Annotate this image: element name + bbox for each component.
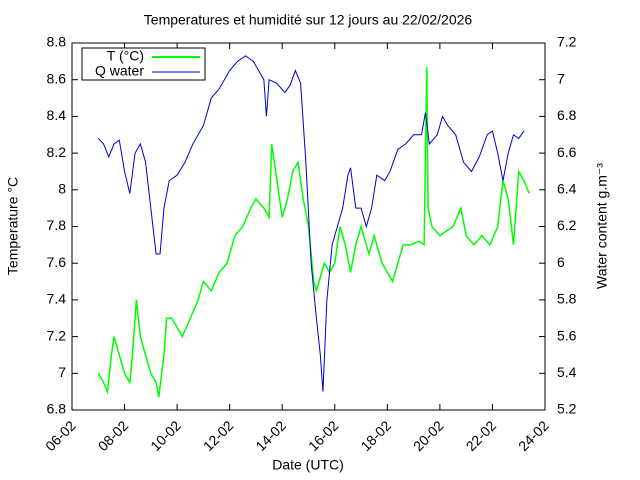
x-tick-label: 18-02 bbox=[357, 417, 394, 454]
y-tick-label: 8 bbox=[58, 181, 66, 197]
x-tick-label: 08-02 bbox=[95, 417, 132, 454]
y-tick-label: 8.6 bbox=[47, 70, 67, 86]
x-tick-label: 14-02 bbox=[252, 417, 289, 454]
y-tick-label: 7.6 bbox=[47, 254, 67, 270]
x-tick-label: 10-02 bbox=[147, 417, 184, 454]
y-tick-label: 7.4 bbox=[47, 291, 67, 307]
y-tick-label: 7 bbox=[58, 364, 66, 380]
y-axis-label: Temperature °C bbox=[5, 177, 21, 275]
legend-label: T (°C) bbox=[107, 48, 144, 64]
x-tick-label: 16-02 bbox=[305, 417, 342, 454]
x-tick-label: 12-02 bbox=[200, 417, 237, 454]
y-tick-label: 8.4 bbox=[47, 107, 67, 123]
y2-tick-label: 5.8 bbox=[557, 291, 577, 307]
legend-box bbox=[81, 47, 206, 81]
y2-tick-label: 5.6 bbox=[557, 327, 577, 343]
y2-tick-label: 6.2 bbox=[557, 217, 577, 233]
y2-tick-label: 5.2 bbox=[557, 401, 577, 417]
y2-axis-label: Water content g.m⁻³ bbox=[594, 163, 610, 289]
data-line bbox=[97, 55, 525, 392]
x-tick-label: 22-02 bbox=[463, 417, 500, 454]
y2-tick-label: 5.4 bbox=[557, 364, 577, 380]
y-tick-label: 6.8 bbox=[47, 401, 67, 417]
x-tick-label: 06-02 bbox=[42, 417, 79, 454]
x-tick-label: 20-02 bbox=[410, 417, 447, 454]
y2-tick-label: 6.6 bbox=[557, 144, 577, 160]
chart-title: Temperatures et humidité sur 12 jours au… bbox=[144, 12, 473, 28]
legend-label: Q water bbox=[95, 63, 144, 79]
y-tick-label: 8.8 bbox=[47, 34, 67, 50]
y2-tick-label: 6.8 bbox=[557, 107, 577, 123]
y2-tick-label: 6 bbox=[557, 254, 565, 270]
y-tick-label: 7.8 bbox=[47, 217, 67, 233]
y2-tick-label: 7 bbox=[557, 70, 565, 86]
data-line bbox=[97, 66, 530, 398]
y-tick-label: 7.2 bbox=[47, 327, 67, 343]
x-tick-label: 24-02 bbox=[515, 417, 552, 454]
y2-tick-label: 6.4 bbox=[557, 181, 577, 197]
y-tick-label: 8.2 bbox=[47, 144, 67, 160]
y2-tick-label: 7.2 bbox=[557, 34, 577, 50]
x-axis-label: Date (UTC) bbox=[272, 457, 344, 473]
